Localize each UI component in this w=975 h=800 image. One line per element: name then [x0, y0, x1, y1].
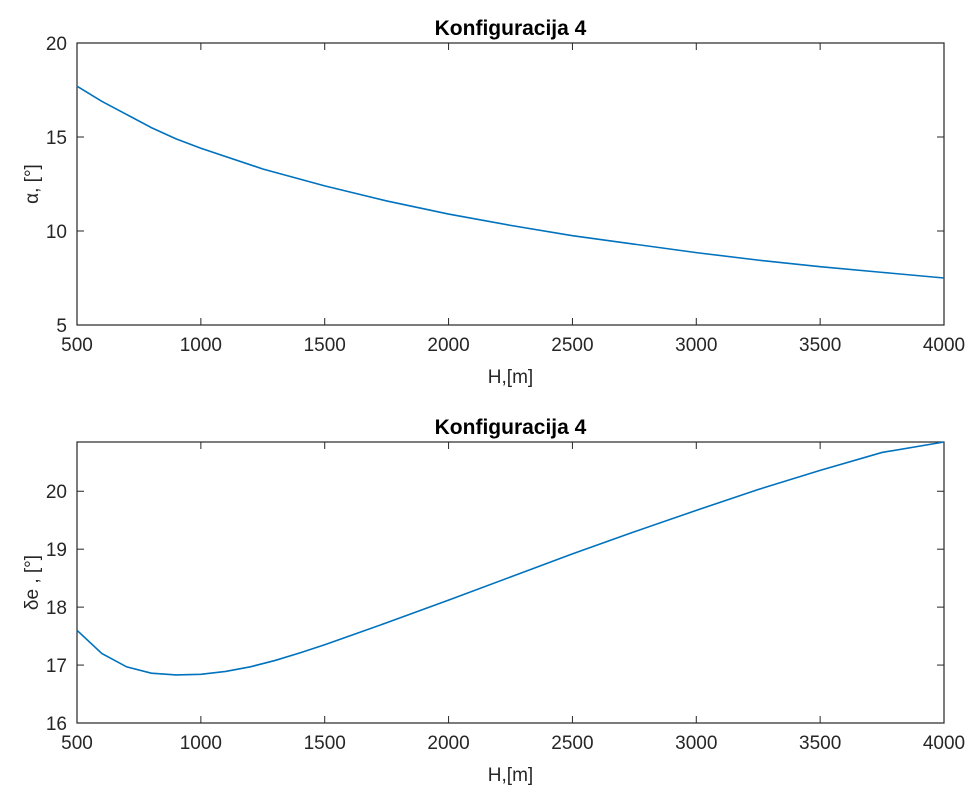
x-tick-label: 1000: [180, 733, 222, 754]
x-axis-label-top: H,[m]: [488, 367, 533, 388]
y-tick-label: 19: [46, 540, 67, 561]
x-tick-label: 1000: [180, 335, 222, 356]
x-tick-label: 3000: [675, 733, 717, 754]
y-tick-label: 17: [46, 656, 67, 677]
chart-bottom: Konfiguracija 4 H,[m] δe , [°] 500 1000 15…: [22, 416, 965, 786]
y-tick-label: 10: [46, 222, 67, 243]
x-tick-label: 4000: [923, 733, 965, 754]
x-tick-label: 3500: [799, 733, 841, 754]
axes-frame-top: [76, 42, 945, 326]
chart-title-bottom: Konfiguracija 4: [435, 416, 587, 439]
chart-top: Konfiguracija 4 H,[m] α, [°] 500 1000 1500…: [22, 17, 965, 388]
y-tick-label: 18: [46, 598, 67, 619]
y-tick-label: 16: [46, 714, 67, 735]
x-tick-label: 3000: [675, 335, 717, 356]
series-line-bottom: [76, 441, 945, 676]
x-tick-label: 2500: [551, 733, 593, 754]
axes-frame-bottom: [76, 441, 945, 724]
x-tick-label: 500: [61, 733, 93, 754]
x-tick-label: 1500: [304, 335, 346, 356]
y-tick-label: 15: [46, 128, 67, 149]
x-tick-label: 1500: [304, 733, 346, 754]
y-axis-label-top: α, [°]: [22, 164, 43, 204]
ticks-top: 500 1000 1500 2000 2500 3000 3500 4000 5 10 15 20: [46, 34, 965, 356]
y-tick-label: 20: [46, 482, 67, 503]
y-tick-label: 20: [46, 34, 67, 55]
chart-title-top: Konfiguracija 4: [435, 17, 587, 40]
y-tick-label: 5: [56, 316, 67, 337]
x-axis-label-bottom: H,[m]: [488, 765, 533, 786]
y-axis-label-bottom: δe , [°]: [22, 555, 43, 610]
x-tick-label: 500: [61, 335, 93, 356]
ticks-bottom: 500 1000 1500 2000 2500 3000 3500 4000 16 17 18 19 2…: [46, 442, 965, 754]
x-tick-label: 2500: [551, 335, 593, 356]
x-tick-label: 2000: [427, 335, 469, 356]
x-tick-label: 2000: [427, 733, 469, 754]
x-tick-label: 3500: [799, 335, 841, 356]
series-line-top: [76, 85, 945, 279]
x-tick-label: 4000: [923, 335, 965, 356]
